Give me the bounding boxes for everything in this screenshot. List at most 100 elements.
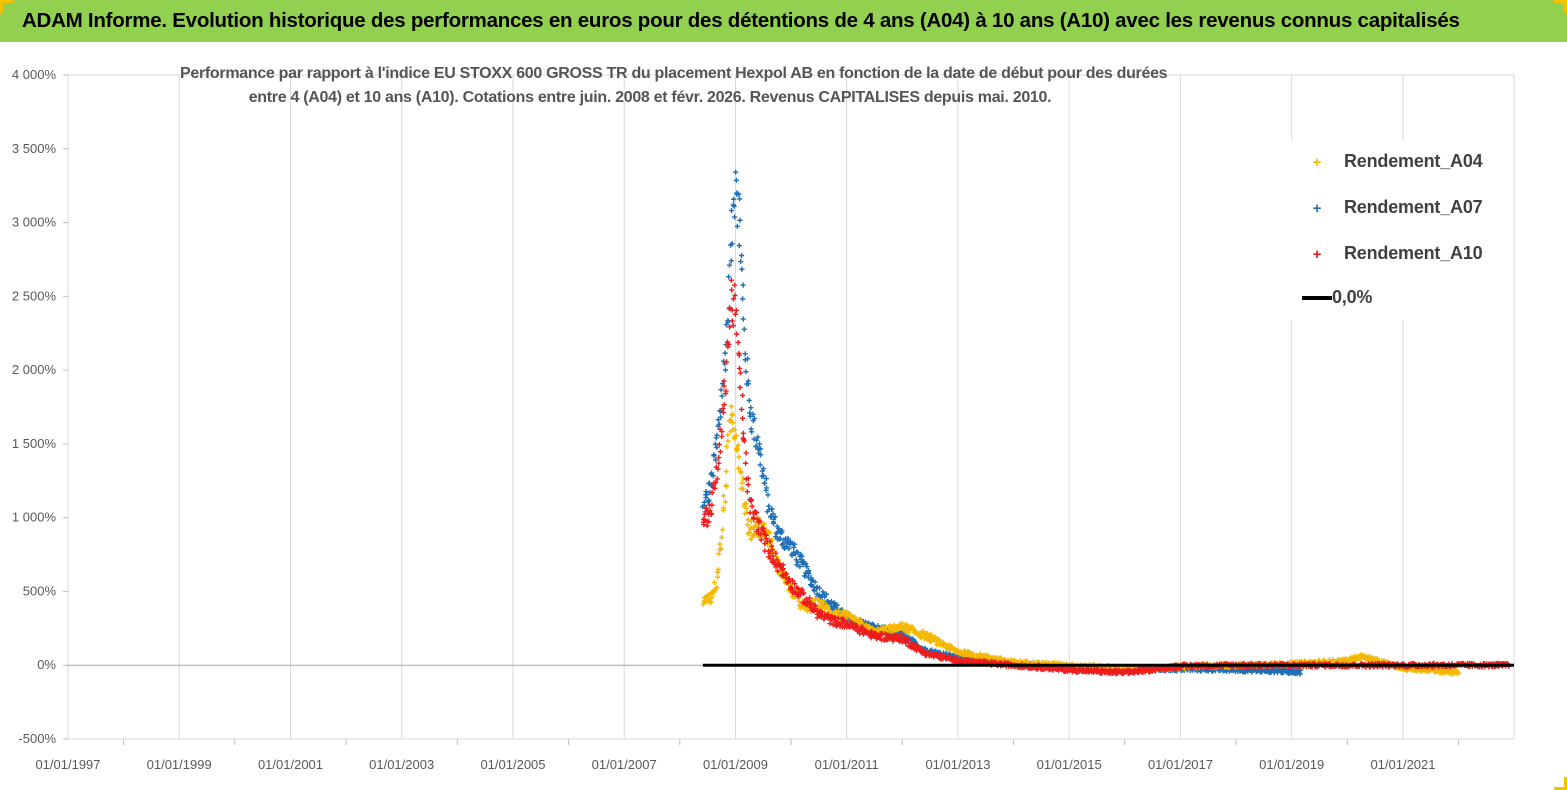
- x-tick-label: 01/01/2007: [592, 757, 657, 772]
- point-Rendement_A07: [770, 519, 777, 525]
- point-Rendement_A10: [853, 624, 859, 630]
- point-Rendement_A07: [732, 214, 738, 220]
- point-Rendement_A10: [954, 656, 960, 662]
- point-Rendement_A07: [794, 562, 800, 568]
- point-Rendement_A07: [765, 492, 771, 498]
- chart-title-line-2: entre 4 (A04) et 10 ans (A10). Cotations…: [248, 89, 1052, 106]
- point-Rendement_A10: [723, 359, 730, 365]
- point-Rendement_A07: [718, 387, 724, 393]
- series-Rendement_A04: [700, 403, 1462, 677]
- point-Rendement_A10: [708, 511, 714, 518]
- point-Rendement_A04: [720, 507, 726, 513]
- point-Rendement_A10: [767, 555, 773, 562]
- point-Rendement_A10: [739, 406, 745, 413]
- point-Rendement_A10: [758, 537, 764, 543]
- point-Rendement_A10: [701, 517, 707, 523]
- y-tick-label: 3 000%: [12, 215, 57, 230]
- point-Rendement_A07: [725, 319, 731, 325]
- corner-mark-bottom-right: [1554, 777, 1567, 790]
- point-Rendement_A07: [757, 462, 763, 468]
- point-Rendement_A10: [743, 460, 749, 466]
- point-Rendement_A07: [728, 207, 735, 214]
- point-Rendement_A04: [736, 454, 742, 460]
- corner-mark-top-left: [0, 0, 13, 13]
- point-Rendement_A04: [1024, 658, 1030, 664]
- point-Rendement_A07: [708, 470, 715, 476]
- point-Rendement_A04: [743, 501, 749, 507]
- point-Rendement_A07: [791, 541, 798, 547]
- point-Rendement_A07: [733, 169, 739, 175]
- point-Rendement_A04: [745, 517, 751, 523]
- point-Rendement_A07: [719, 393, 725, 399]
- point-Rendement_A10: [767, 538, 773, 545]
- point-Rendement_A07: [722, 350, 728, 356]
- point-Rendement_A07: [710, 473, 716, 479]
- point-Rendement_A07: [762, 480, 768, 486]
- y-tick-label: 2 000%: [12, 362, 57, 377]
- point-Rendement_A07: [728, 258, 734, 264]
- point-Rendement_A10: [734, 331, 740, 337]
- point-Rendement_A10: [761, 528, 767, 534]
- legend-item-a04: + Rendement_A04: [1302, 146, 1483, 176]
- point-Rendement_A04: [729, 411, 736, 417]
- x-tick-label: 01/01/1997: [35, 757, 100, 772]
- point-Rendement_A10: [773, 550, 779, 556]
- x-tick-label: 01/01/2003: [369, 757, 434, 772]
- point-Rendement_A10: [753, 510, 760, 516]
- point-Rendement_A07: [714, 432, 720, 438]
- point-Rendement_A07: [806, 571, 812, 577]
- x-tick-label: 01/01/2021: [1370, 757, 1435, 772]
- corner-mark-top-right: [1554, 0, 1567, 13]
- point-Rendement_A07: [713, 457, 719, 463]
- point-Rendement_A04: [740, 486, 746, 492]
- y-tick-label: 4 000%: [12, 67, 57, 82]
- point-Rendement_A07: [738, 258, 744, 265]
- point-Rendement_A10: [792, 581, 798, 587]
- point-Rendement_A07: [816, 585, 823, 591]
- point-Rendement_A07: [758, 452, 764, 458]
- point-Rendement_A10: [869, 628, 875, 635]
- point-Rendement_A04: [730, 420, 736, 426]
- point-Rendement_A10: [725, 344, 731, 350]
- point-Rendement_A04: [739, 480, 745, 486]
- point-Rendement_A07: [755, 434, 761, 440]
- point-Rendement_A04: [714, 585, 720, 591]
- point-Rendement_A10: [716, 441, 722, 448]
- legend-line-zero: [1302, 296, 1332, 301]
- point-Rendement_A07: [718, 414, 724, 420]
- point-Rendement_A07: [748, 405, 754, 411]
- point-Rendement_A10: [723, 388, 729, 394]
- point-Rendement_A10: [728, 277, 735, 283]
- point-Rendement_A10: [740, 415, 746, 421]
- point-Rendement_A04: [761, 521, 768, 527]
- point-Rendement_A10: [704, 523, 710, 529]
- point-Rendement_A07: [772, 514, 778, 520]
- point-Rendement_A07: [797, 564, 803, 570]
- legend-item-a10: + Rendement_A10: [1302, 238, 1483, 268]
- point-Rendement_A07: [736, 242, 742, 249]
- point-Rendement_A07: [726, 274, 732, 280]
- point-Rendement_A07: [791, 544, 797, 551]
- point-Rendement_A04: [748, 536, 754, 542]
- point-Rendement_A10: [740, 430, 746, 436]
- point-Rendement_A04: [725, 432, 731, 438]
- point-Rendement_A10: [770, 553, 776, 559]
- point-Rendement_A10: [736, 352, 742, 358]
- point-Rendement_A10: [748, 497, 755, 503]
- point-Rendement_A07: [785, 535, 791, 542]
- x-tick-label: 01/01/2017: [1148, 757, 1213, 772]
- point-Rendement_A07: [711, 453, 717, 459]
- x-tick-label: 01/01/2013: [925, 757, 990, 772]
- point-Rendement_A10: [701, 521, 707, 528]
- point-Rendement_A07: [731, 203, 737, 209]
- point-Rendement_A07: [716, 421, 722, 427]
- point-Rendement_A10: [780, 566, 786, 572]
- point-Rendement_A10: [859, 624, 865, 630]
- point-Rendement_A04: [725, 438, 731, 444]
- legend-marker-a10: +: [1312, 246, 1322, 263]
- point-Rendement_A10: [721, 402, 727, 408]
- point-Rendement_A07: [812, 588, 818, 594]
- legend-marker-a04: +: [1312, 154, 1322, 171]
- point-Rendement_A10: [719, 433, 725, 440]
- point-Rendement_A10: [827, 620, 833, 627]
